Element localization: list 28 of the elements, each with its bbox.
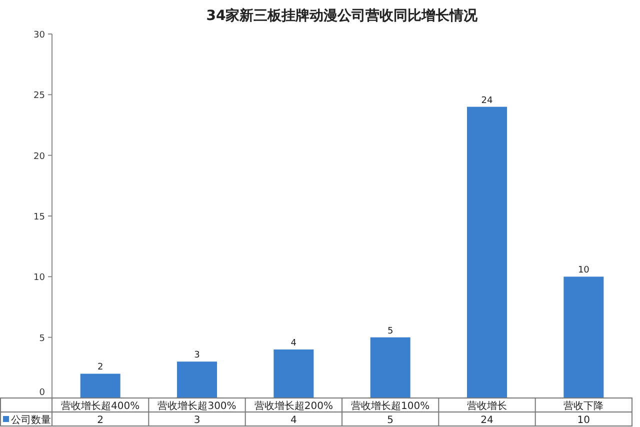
data-label: 10 [578,266,590,276]
chart-title: 34家新三板挂牌动漫公司营收同比增长情况 [206,7,479,24]
legend-label: 公司数量 [11,414,51,426]
x-tick-label: 营收增长超100% [351,400,430,412]
y-tick-label: 5 [39,334,45,344]
text: 3 [194,415,200,426]
y-tick-label: 0 [39,388,46,398]
x-tick-label: 营收增长超400% [61,400,140,412]
y-tick-label: 10 [34,273,46,284]
legend: 公司数量 [3,415,51,426]
y-tick-label: 25 [34,91,45,102]
y-tick-label: 15 [34,212,45,222]
x-tick-label: 营收增长 [467,400,507,412]
x-tick-label: 营收增长超300% [158,400,236,412]
y-tick-label: 30 [34,30,46,40]
data-label: 24 [481,96,493,106]
data-label: 4 [290,338,297,348]
text: 5 [387,415,394,426]
x-tick-label: 营收增长超200% [254,400,333,412]
text: 2 [97,415,104,426]
x-tick-label: 营收下降 [564,400,604,412]
text: 24 [480,415,494,426]
data-label: 2 [97,362,104,373]
y-tick-label: 20 [34,152,46,162]
data-label: 5 [387,326,394,336]
data-label: 3 [194,350,200,361]
text: 10 [577,415,590,426]
text: 4 [290,415,297,426]
